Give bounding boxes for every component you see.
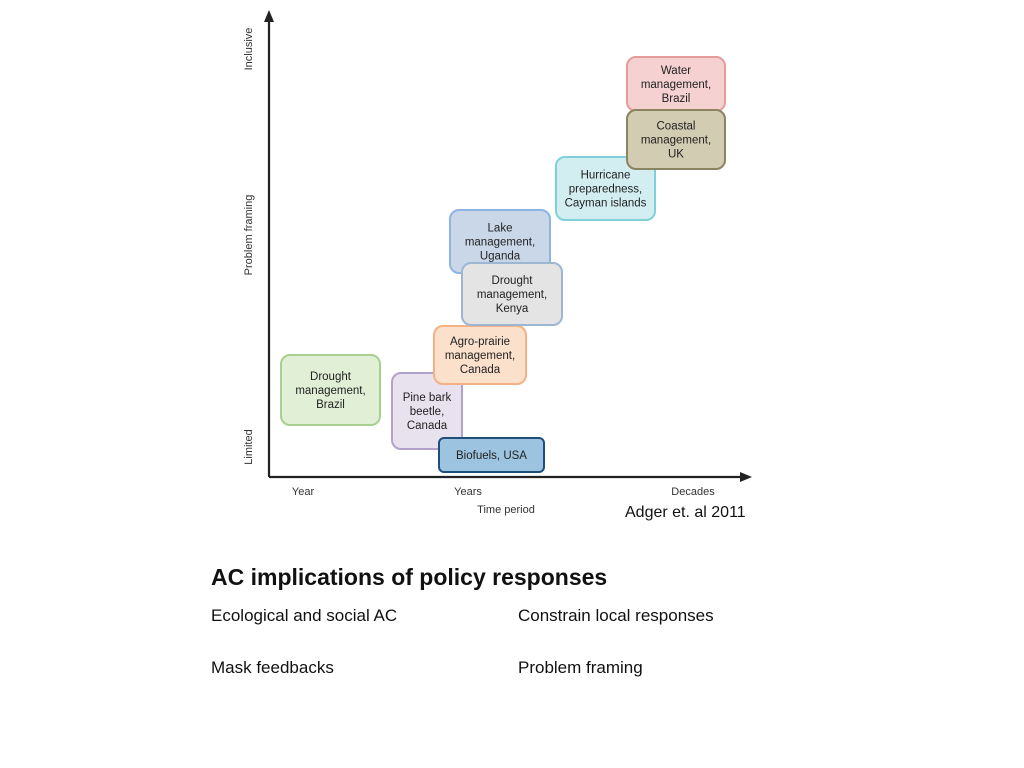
water-management-brazil-box: Water management, Brazil [626, 56, 726, 112]
box-label-line: Drought [310, 371, 352, 383]
box-label-line: Cayman islands [565, 198, 647, 210]
x-axis-title: Time period [477, 504, 535, 516]
box-label-line: Coastal [657, 121, 696, 133]
y-axis-arrow-icon [264, 10, 274, 22]
box-background [626, 109, 726, 170]
y-axis-top-label: Inclusive [243, 28, 255, 71]
box-background [555, 156, 656, 221]
box-label-line: Drought [492, 275, 534, 287]
box-label-line: Pine bark [403, 392, 452, 404]
box-label-line: management, [445, 350, 515, 362]
box-label-line: preparedness, [569, 184, 643, 196]
box-label-line: UK [668, 149, 684, 161]
x-tick-years: Years [454, 486, 482, 498]
box-label-line: Water [661, 65, 691, 77]
box-label-line: management, [641, 135, 711, 147]
box-background [280, 354, 381, 426]
point-ecological-social-ac: Ecological and social AC [211, 606, 398, 625]
box-label-line: Kenya [496, 303, 529, 315]
coastal-management-uk-box: Coastal management, UK [626, 109, 726, 170]
box-background [461, 262, 563, 326]
box-label-line: management, [641, 79, 711, 91]
x-tick-decades: Decades [671, 486, 715, 498]
section-title: AC implications of policy responses [211, 564, 608, 590]
box-background [438, 437, 545, 473]
y-axis-title: Problem framing [243, 195, 255, 276]
box-label-line: Canada [407, 420, 448, 432]
box-label-line: Lake [488, 223, 513, 235]
pine-bark-beetle-canada-box: Pine bark beetle, Canada [391, 372, 463, 450]
x-axis-arrow-icon [740, 472, 752, 482]
box-label-line: beetle, [410, 406, 445, 418]
box-label-line: Brazil [316, 399, 345, 411]
point-problem-framing: Problem framing [518, 658, 643, 677]
drought-management-kenya-box: Drought management, Kenya [461, 262, 563, 326]
agro-prairie-management-canada-box: Agro-prairie management, Canada [433, 325, 527, 385]
box-label-line: management, [477, 289, 547, 301]
biofuels-usa-box: Biofuels, USA [438, 437, 545, 473]
box-label-line: Biofuels, USA [456, 450, 527, 462]
box-label-line: management, [295, 385, 365, 397]
point-mask-feedbacks: Mask feedbacks [211, 658, 334, 677]
citation: Adger et. al 2011 [625, 504, 746, 521]
box-label-line: Brazil [662, 93, 691, 105]
drought-management-brazil-box: Drought management, Brazil [280, 354, 381, 426]
box-background [391, 372, 463, 450]
x-tick-year: Year [292, 486, 315, 498]
hurricane-preparedness-cayman-box: Hurricane preparedness, Cayman islands [555, 156, 656, 221]
y-axis-bottom-label: Limited [243, 429, 255, 464]
box-label-line: Canada [460, 364, 501, 376]
box-label-line: Uganda [480, 251, 521, 263]
box-label-line: Agro-prairie [450, 336, 510, 348]
box-label-line: Hurricane [581, 170, 631, 182]
point-constrain-local-responses: Constrain local responses [518, 606, 714, 625]
box-label-line: management, [465, 237, 535, 249]
